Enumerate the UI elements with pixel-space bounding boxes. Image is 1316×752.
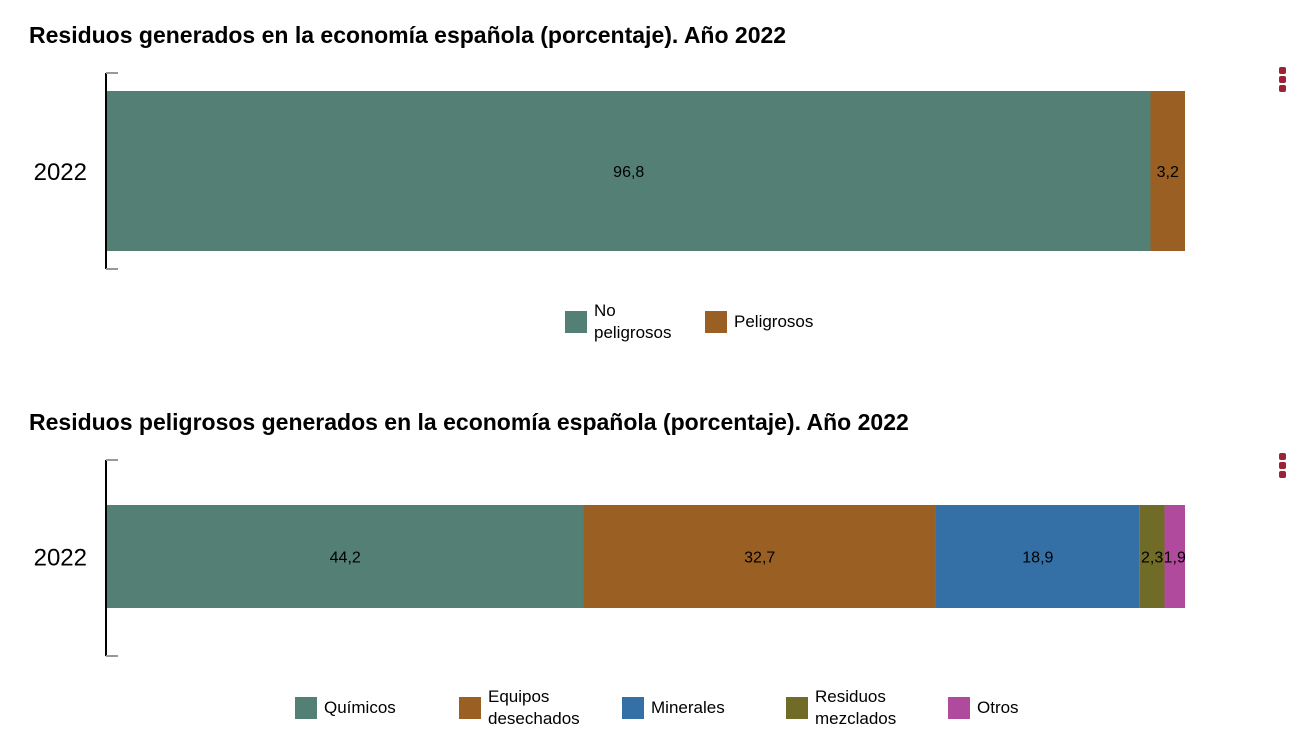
legend-label: No peligrosos — [594, 301, 672, 342]
legend-swatch — [459, 697, 481, 719]
chart-2-title: Residuos peligrosos generados en la econ… — [29, 409, 909, 435]
bar-segment — [935, 505, 1140, 608]
legend-label: Peligrosos — [734, 312, 814, 331]
bar-segment — [1139, 505, 1165, 608]
chart-1-plot: 96,8 3,2 2022 — [34, 72, 1185, 270]
data-label: 18,9 — [1022, 550, 1053, 567]
legend-label: Equipos desechados — [488, 687, 580, 728]
legend-item[interactable]: Equipos desechados — [459, 684, 580, 732]
data-label: 3,2 — [1157, 164, 1179, 181]
data-label: 96,8 — [613, 164, 644, 181]
legend-label: Otros — [977, 698, 1019, 717]
legend-swatch — [295, 697, 317, 719]
bar-segment — [1164, 505, 1185, 608]
chart-2-menu-button[interactable] — [1279, 453, 1289, 480]
legend-swatch — [786, 697, 808, 719]
legend-swatch — [622, 697, 644, 719]
kebab-vertical-icon — [1279, 67, 1286, 74]
legend-swatch — [948, 697, 970, 719]
legend-item[interactable]: Otros — [948, 684, 1019, 732]
legend-item[interactable]: Peligrosos — [705, 298, 813, 346]
legend-swatch — [565, 311, 587, 333]
data-label: 2,3 — [1141, 550, 1163, 567]
bar-segment — [107, 91, 1151, 251]
legend-item[interactable]: Químicos — [295, 684, 396, 732]
legend-item[interactable]: Residuos mezclados — [786, 684, 896, 732]
data-label: 44,2 — [330, 550, 361, 567]
chart-2-plot: 44,2 32,7 18,9 2,3 1,9 2022 — [34, 459, 1186, 657]
legend-label: Químicos — [324, 698, 396, 717]
bar-segment — [1150, 91, 1185, 251]
data-label: 32,7 — [744, 550, 775, 567]
category-label: 2022 — [34, 545, 87, 572]
legend-label: Minerales — [651, 698, 725, 717]
kebab-vertical-icon — [1279, 453, 1286, 460]
chart-1-title: Residuos generados en la economía españo… — [29, 22, 787, 48]
bar-segment — [583, 505, 936, 608]
category-label: 2022 — [34, 159, 87, 186]
data-label: 1,9 — [1164, 550, 1186, 567]
legend-swatch — [705, 311, 727, 333]
legend-item[interactable]: Minerales — [622, 684, 725, 732]
bar-segment — [107, 505, 584, 608]
legend-label: Residuos mezclados — [815, 687, 897, 728]
legend-item[interactable]: No peligrosos — [565, 298, 672, 346]
chart-1-menu-button[interactable] — [1279, 67, 1289, 94]
